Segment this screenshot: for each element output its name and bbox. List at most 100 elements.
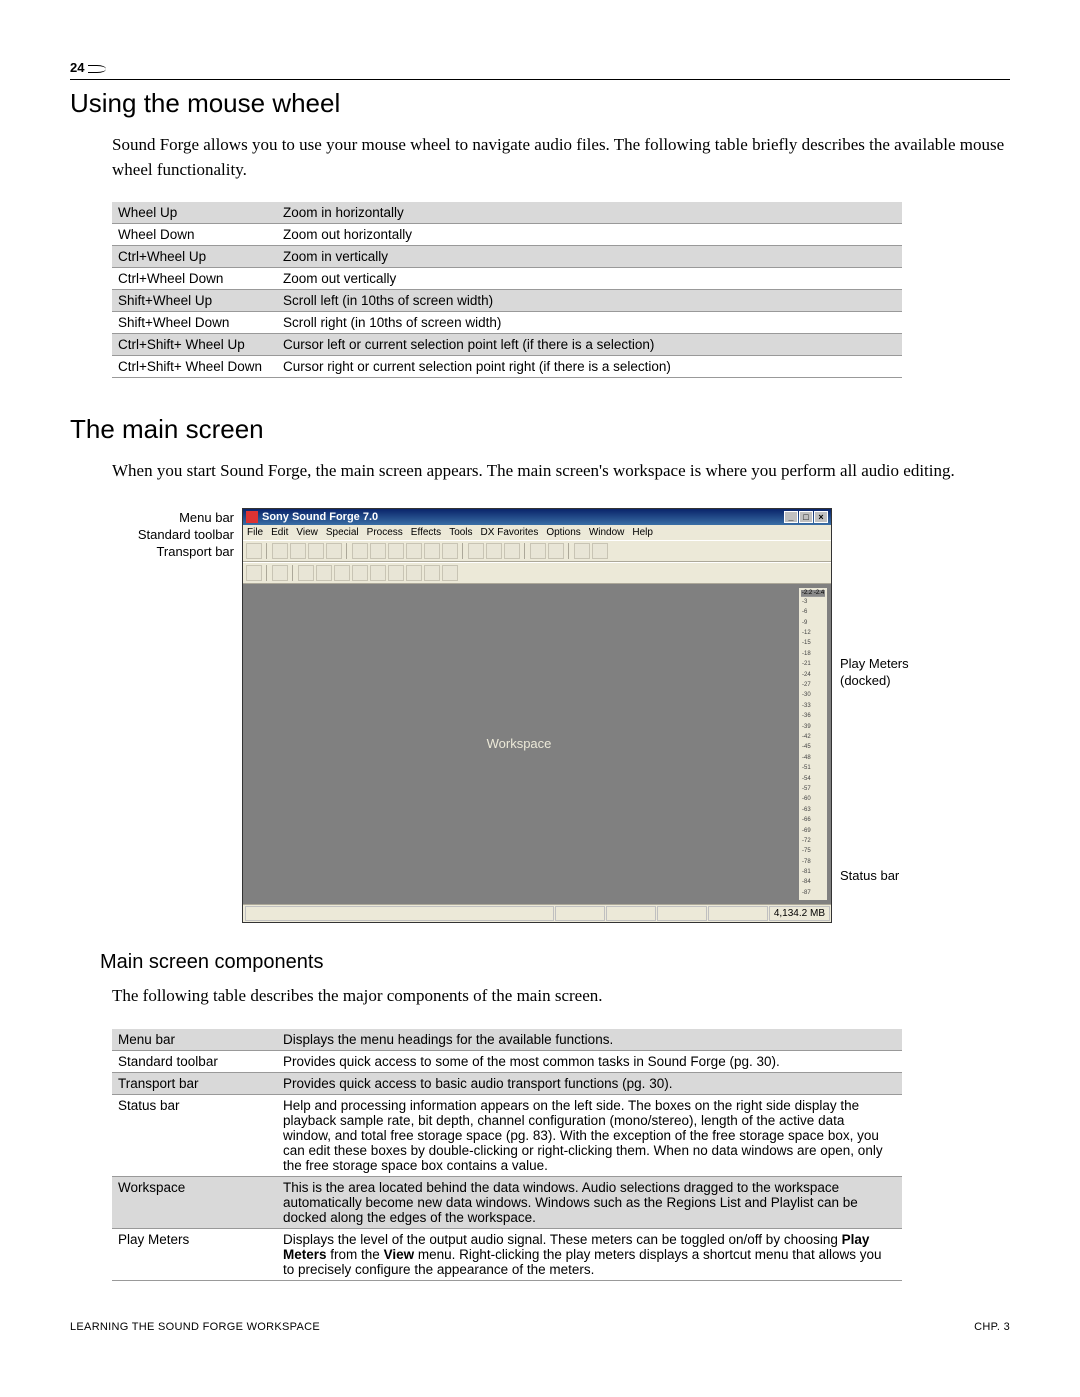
standard-toolbar[interactable]	[243, 540, 831, 562]
meter-tick: -21	[802, 661, 824, 667]
table-value: Scroll left (in 10ths of screen width)	[277, 290, 902, 312]
table-key: Play Meters	[112, 1228, 277, 1280]
meter-tick: -69	[802, 828, 824, 834]
menu-item[interactable]: Effects	[411, 527, 441, 538]
menu-item[interactable]: Help	[632, 527, 653, 538]
table-value: Provides quick access to some of the mos…	[277, 1050, 902, 1072]
meter-peak-right: -2.4	[813, 590, 825, 596]
transport-button[interactable]	[388, 565, 404, 581]
toolbar-button[interactable]	[246, 543, 262, 559]
status-cell[interactable]	[555, 906, 605, 921]
transport-button[interactable]	[246, 565, 262, 581]
table-value: Cursor right or current selection point …	[277, 356, 902, 378]
toolbar-button[interactable]	[504, 543, 520, 559]
workspace-area: Workspace -2.2 -2.4 -3-6-9-12-15-18-21-2…	[243, 584, 831, 904]
toolbar-button[interactable]	[406, 543, 422, 559]
menu-item[interactable]: Special	[326, 527, 359, 538]
toolbar-button[interactable]	[486, 543, 502, 559]
transport-bar[interactable]	[243, 562, 831, 584]
maximize-icon[interactable]: □	[799, 511, 813, 523]
meter-tick: -87	[802, 890, 824, 896]
window-controls[interactable]: _□×	[783, 511, 828, 523]
menu-bar[interactable]: File Edit View Special Process Effects Tools DX…	[243, 525, 831, 540]
meter-tick: -9	[802, 620, 824, 626]
toolbar-button[interactable]	[530, 543, 546, 559]
mouse-wheel-table: Wheel UpZoom in horizontallyWheel DownZo…	[112, 202, 902, 378]
transport-button[interactable]	[406, 565, 422, 581]
toolbar-button[interactable]	[424, 543, 440, 559]
toolbar-button[interactable]	[574, 543, 590, 559]
table-key: Standard toolbar	[112, 1050, 277, 1072]
transport-button[interactable]	[298, 565, 314, 581]
transport-button[interactable]	[316, 565, 332, 581]
meter-tick: -30	[802, 692, 824, 698]
table-row: WorkspaceThis is the area located behind…	[112, 1176, 902, 1228]
meter-tick: -6	[802, 609, 824, 615]
toolbar-button[interactable]	[352, 543, 368, 559]
label-standard-toolbar: Standard toolbar	[112, 527, 234, 544]
toolbar-button[interactable]	[272, 543, 288, 559]
menu-item[interactable]: Window	[589, 527, 625, 538]
meter-tick: -3	[802, 599, 824, 605]
transport-button[interactable]	[352, 565, 368, 581]
menu-item[interactable]: Edit	[271, 527, 288, 538]
table-key: Ctrl+Wheel Down	[112, 268, 277, 290]
play-meters-panel[interactable]: -2.2 -2.4 -3-6-9-12-15-18-21-24-27-30-33…	[799, 588, 827, 900]
status-cell[interactable]	[657, 906, 707, 921]
table-key: Menu bar	[112, 1029, 277, 1051]
status-cell[interactable]	[606, 906, 656, 921]
toolbar-button[interactable]	[442, 543, 458, 559]
transport-button[interactable]	[424, 565, 440, 581]
app-window: Sony Sound Forge 7.0 _□× FileEditViewSpe…	[242, 508, 832, 923]
minimize-icon[interactable]: _	[784, 511, 798, 523]
status-bar[interactable]: 4,134.2 MB	[243, 904, 831, 922]
table-key: Ctrl+Wheel Up	[112, 246, 277, 268]
toolbar-button[interactable]	[468, 543, 484, 559]
meter-tick: -39	[802, 724, 824, 730]
transport-button[interactable]	[442, 565, 458, 581]
menu-item[interactable]: DX Favorites	[481, 527, 539, 538]
table-value: Help and processing information appears …	[277, 1094, 902, 1176]
table-key: Wheel Down	[112, 224, 277, 246]
table-value: Provides quick access to basic audio tra…	[277, 1072, 902, 1094]
toolbar-button[interactable]	[326, 543, 342, 559]
meter-tick: -48	[802, 755, 824, 761]
menu-item[interactable]: Tools	[449, 527, 472, 538]
table-key: Shift+Wheel Up	[112, 290, 277, 312]
toolbar-button[interactable]	[388, 543, 404, 559]
page-number: 24	[70, 60, 106, 75]
meter-tick: -24	[802, 672, 824, 678]
subsection-heading-components: Main screen components	[100, 951, 1010, 974]
menu-item[interactable]: View	[296, 527, 318, 538]
section-heading-main-screen: The main screen	[70, 414, 1010, 445]
table-row: Shift+Wheel UpScroll left (in 10ths of s…	[112, 290, 902, 312]
close-icon[interactable]: ×	[814, 511, 828, 523]
toolbar-button[interactable]	[290, 543, 306, 559]
label-status-bar: Status bar	[840, 868, 942, 885]
footer-left: LEARNING THE SOUND FORGE WORKSPACE	[70, 1321, 320, 1333]
table-row: Standard toolbarProvides quick access to…	[112, 1050, 902, 1072]
menu-item[interactable]: File	[247, 527, 263, 538]
menu-item[interactable]: Options	[546, 527, 580, 538]
table-row: Ctrl+Shift+ Wheel DownCursor right or cu…	[112, 356, 902, 378]
meter-scale: -3-6-9-12-15-18-21-24-27-30-33-36-39-42-…	[801, 597, 825, 898]
intro-paragraph-1: Sound Forge allows you to use your mouse…	[112, 133, 1010, 182]
table-value: Zoom out horizontally	[277, 224, 902, 246]
menu-item[interactable]: Process	[367, 527, 403, 538]
meter-tick: -57	[802, 786, 824, 792]
toolbar-button[interactable]	[592, 543, 608, 559]
transport-button[interactable]	[370, 565, 386, 581]
transport-button[interactable]	[272, 565, 288, 581]
table-row: Ctrl+Wheel DownZoom out vertically	[112, 268, 902, 290]
status-cell[interactable]	[708, 906, 768, 921]
app-icon	[246, 511, 258, 523]
table-value: Zoom in horizontally	[277, 202, 902, 224]
toolbar-button[interactable]	[548, 543, 564, 559]
intro-paragraph-2: When you start Sound Forge, the main scr…	[112, 459, 1010, 484]
table-key: Status bar	[112, 1094, 277, 1176]
toolbar-button[interactable]	[308, 543, 324, 559]
transport-button[interactable]	[334, 565, 350, 581]
status-free-space[interactable]: 4,134.2 MB	[769, 906, 830, 921]
toolbar-button[interactable]	[370, 543, 386, 559]
meter-tick: -51	[802, 765, 824, 771]
